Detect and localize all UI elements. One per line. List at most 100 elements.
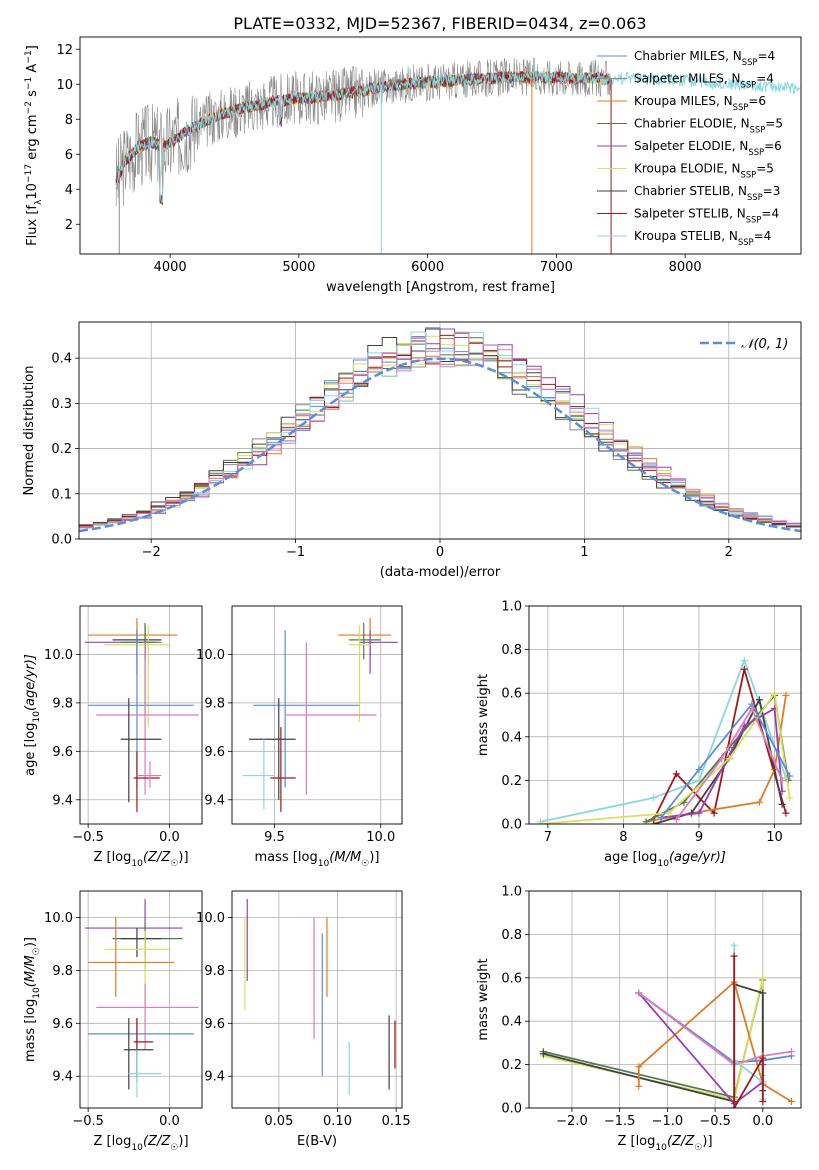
legend-label-kroupa_miles: Kroupa MILES, NSSP=6: [634, 94, 766, 112]
legend-label-kroupa_stelib-part: SSP: [738, 237, 754, 247]
residuals-panel: −2 −1 0 1 2 0.0 0.1 0.2 0.3 0.4 (data-model)/error…: [22, 321, 802, 580]
x-axis-label-part: (Z/Z: [143, 850, 171, 865]
legend-label-kroupa_elodie-part: =5: [756, 162, 774, 176]
legend-label-salpeter_stelib-part: SSP: [746, 215, 762, 225]
weight-line-pink: [675, 706, 783, 821]
legend-label-chabrier_stelib-part: =3: [763, 184, 781, 198]
y-tick-label: 9.6: [52, 745, 73, 760]
y-tick-label: 0.2: [51, 442, 72, 457]
y-axis-label-part: 10: [32, 987, 42, 999]
y-tick-label: 0.0: [51, 533, 72, 548]
x-tick-label: 0.10: [323, 1114, 352, 1129]
weight-marker-kroupa_elodie: [786, 794, 794, 802]
y-tick-label: 1.0: [501, 885, 522, 900]
legend-label-chabrier_stelib: Chabrier STELIB, NSSP=3: [634, 184, 780, 202]
weight-marker-kroupa_elodie: [536, 820, 544, 824]
weight-marker-chabrier_stelib: [778, 800, 786, 808]
y-tick-label: 1.0: [501, 600, 522, 615]
y-tick-label: 0.8: [501, 643, 522, 658]
weight-marker-kroupa_miles: [755, 798, 763, 806]
plot-area: [84, 618, 199, 812]
x-axis-label-part: ☉: [170, 1143, 178, 1153]
x-tick-label: −0.5: [72, 1114, 104, 1129]
x-tick-label: 8000: [669, 260, 702, 275]
weight-marker-pink: [787, 1048, 795, 1056]
x-axis-label: (data-model)/error: [380, 565, 501, 580]
normal-curve: [79, 357, 801, 533]
y-tick-label: 0.4: [501, 1015, 522, 1030]
legend-label-chabrier_stelib-part: SSP: [747, 192, 763, 202]
plot-area: [536, 657, 794, 824]
x-tick-label: 0.0: [159, 1114, 180, 1129]
x-axis-label-part: (M/M: [329, 850, 361, 865]
y-tick-label: 10.0: [196, 648, 225, 663]
x-tick-label: −0.5: [72, 830, 104, 845]
legend-label-salpeter_elodie-part: SSP: [748, 147, 764, 157]
legend-label-kroupa_stelib: Kroupa STELIB, NSSP=4: [634, 229, 771, 247]
x-tick-label: 1: [580, 545, 588, 560]
x-axis-label-part: 10: [657, 859, 669, 869]
y-tick-label: 0.8: [501, 928, 522, 943]
y-axis-label: mass [log10(M/M☉)]: [23, 937, 42, 1062]
x-axis-label-part: (Z/Z: [667, 1134, 695, 1149]
model-spectrum-kroupa_stelib: [115, 69, 801, 203]
legend-label-kroupa_elodie: Kroupa ELODIE, NSSP=5: [634, 162, 774, 180]
plot-area: [79, 327, 801, 533]
x-tick-label: 4000: [154, 260, 187, 275]
y-axis-label-part: age [log: [23, 723, 38, 776]
spectrum-panel: 4000 5000 6000 7000 8000 2 4 6 8 10 12 wavelength […: [24, 36, 802, 295]
y-tick-label: 4: [65, 183, 73, 198]
weight-marker-kroupa_elodie: [665, 809, 673, 817]
weight-marker-salpeter_stelib: [782, 809, 790, 817]
axes-frame: [528, 890, 802, 1109]
axes-frame: [78, 321, 802, 540]
weight-marker-salpeter_stelib: [730, 952, 738, 960]
x-tick-label: 0.15: [382, 1114, 411, 1129]
legend-label-kroupa_miles-part: =6: [748, 94, 766, 108]
y-tick-label: 9.4: [52, 793, 73, 808]
y-axis-label: Normed distribution: [22, 366, 37, 496]
legend-label-chabrier_miles-part: =4: [757, 49, 775, 63]
x-axis-label-part: ☉: [694, 1143, 702, 1153]
y-tick-label: 10.0: [44, 648, 73, 663]
mass-vs-metallicity-panel: −0.5 0.09.49.69.810.0Z [log10(Z/Z☉)]mass …: [23, 890, 203, 1153]
legend-label-salpeter_miles-part: SSP: [741, 80, 757, 90]
axes-frame: [79, 36, 802, 255]
y-axis-label-part: 10: [25, 183, 40, 200]
weight-marker-pink: [778, 776, 786, 784]
weight-marker-salpeter_stelib: [730, 1104, 738, 1108]
x-axis-label-part: Z [log: [617, 1134, 655, 1149]
y-tick-label: 0.2: [501, 1058, 522, 1073]
x-axis-label-part: 10: [131, 859, 143, 869]
weight-marker-chabrier_stelib: [650, 820, 658, 824]
weight-marker-kroupa_elodie: [771, 689, 779, 697]
y-axis-label-part: (M/M: [23, 955, 38, 987]
x-axis-label-part: 10: [131, 1143, 143, 1153]
legend-label-kroupa_stelib-part: Kroupa STELIB, N: [634, 229, 738, 243]
y-axis-label-part: −1: [24, 77, 34, 90]
weight-marker-pink: [672, 816, 680, 824]
axes-frame: [528, 605, 802, 825]
weight-marker-kroupa_stelib: [740, 657, 748, 664]
y-tick-label: 9.4: [204, 793, 225, 808]
x-axis-label: Z [log10(Z/Z☉)]: [617, 1134, 712, 1153]
weight-vs-metallicity-panel: −2.0 −1.5 −1.0 −0.5 0.0 0.0 0.2 0.4 0.6 0.8 1.0 Z […: [476, 885, 802, 1153]
legend-label-kroupa_miles-part: Kroupa MILES, N: [634, 94, 733, 108]
y-axis-label: age [log10(age/yr)]: [23, 654, 42, 776]
plot-area: [115, 57, 801, 254]
axes-frame: [79, 605, 203, 825]
x-axis-label-part: (Z/Z: [143, 1134, 171, 1149]
legend-label-chabrier_elodie-part: Chabrier ELODIE, N: [634, 117, 750, 131]
y-tick-label: 9.4: [204, 1070, 225, 1085]
y-axis-label-part: )]: [23, 937, 38, 947]
legend-label-chabrier_elodie-part: SSP: [750, 125, 766, 135]
x-axis-label-part: 10: [318, 859, 330, 869]
legend-label-salpeter_elodie: Salpeter ELODIE, NSSP=6: [634, 139, 782, 157]
y-tick-label: 10: [56, 78, 73, 93]
y-tick-label: 10.0: [196, 911, 225, 926]
weight-marker-chabrier_elodie: [642, 818, 650, 824]
x-axis-label-part: 10: [655, 1143, 667, 1153]
